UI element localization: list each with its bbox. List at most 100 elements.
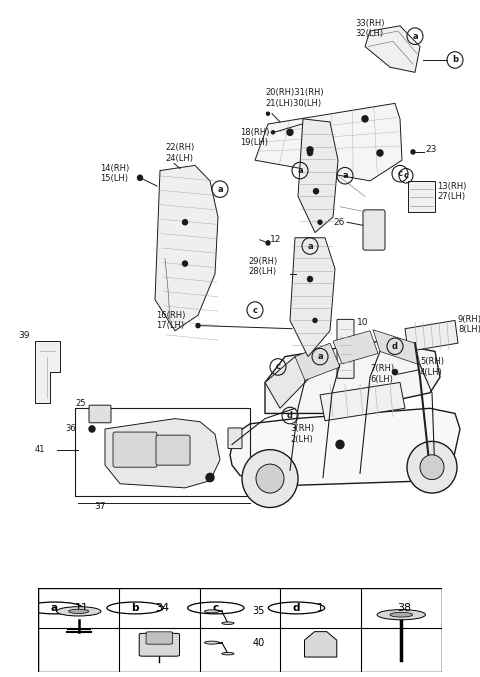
Polygon shape <box>365 26 420 72</box>
Polygon shape <box>255 104 402 181</box>
Polygon shape <box>265 357 310 408</box>
Text: a: a <box>342 171 348 180</box>
Circle shape <box>206 473 214 481</box>
Polygon shape <box>298 119 338 233</box>
Circle shape <box>307 147 313 153</box>
Text: 39: 39 <box>18 332 29 341</box>
Text: 26: 26 <box>334 218 345 227</box>
Circle shape <box>308 150 312 156</box>
Text: c: c <box>404 171 408 180</box>
FancyBboxPatch shape <box>337 320 354 378</box>
Text: a: a <box>217 185 223 194</box>
Circle shape <box>69 609 89 613</box>
FancyBboxPatch shape <box>113 432 157 467</box>
Text: 29(RH)
28(LH): 29(RH) 28(LH) <box>248 257 277 276</box>
Text: a: a <box>297 166 303 175</box>
Circle shape <box>57 607 101 616</box>
Text: 36: 36 <box>65 424 76 433</box>
Text: 20(RH)31(RH)
21(LH)30(LH): 20(RH)31(RH) 21(LH)30(LH) <box>265 89 324 108</box>
Text: 37: 37 <box>94 502 106 511</box>
Circle shape <box>204 641 219 645</box>
Polygon shape <box>304 632 337 657</box>
Circle shape <box>204 610 219 613</box>
Circle shape <box>313 318 317 322</box>
Text: 34: 34 <box>156 603 169 613</box>
Polygon shape <box>105 418 220 488</box>
Circle shape <box>420 455 444 479</box>
Text: a: a <box>51 603 58 613</box>
Text: d: d <box>287 411 293 420</box>
Polygon shape <box>373 330 420 365</box>
Circle shape <box>242 450 298 508</box>
Text: d: d <box>392 342 398 351</box>
Circle shape <box>137 175 143 180</box>
Circle shape <box>390 612 413 617</box>
Text: 1: 1 <box>317 603 324 613</box>
Text: 38: 38 <box>397 603 411 613</box>
FancyBboxPatch shape <box>363 210 385 250</box>
Circle shape <box>287 129 293 135</box>
FancyBboxPatch shape <box>146 632 173 645</box>
Polygon shape <box>155 165 218 331</box>
Text: 5(RH)
4(LH): 5(RH) 4(LH) <box>420 357 444 376</box>
Circle shape <box>256 464 284 493</box>
Text: 11: 11 <box>75 603 89 613</box>
Polygon shape <box>290 238 335 357</box>
Text: c: c <box>213 603 219 613</box>
Polygon shape <box>333 331 378 364</box>
Circle shape <box>393 370 397 374</box>
Circle shape <box>377 609 425 620</box>
Text: c: c <box>276 362 280 372</box>
Text: a: a <box>307 242 313 250</box>
Text: 7(RH)
6(LH): 7(RH) 6(LH) <box>370 364 394 384</box>
Circle shape <box>377 150 383 156</box>
Polygon shape <box>230 408 460 486</box>
Circle shape <box>272 131 275 134</box>
Text: d: d <box>293 603 300 613</box>
Circle shape <box>182 261 188 266</box>
Text: c: c <box>397 169 403 178</box>
Polygon shape <box>408 181 435 212</box>
Polygon shape <box>405 320 458 351</box>
Text: c: c <box>252 305 257 315</box>
FancyBboxPatch shape <box>38 588 442 672</box>
Text: 14(RH)
15(LH): 14(RH) 15(LH) <box>100 164 129 183</box>
Circle shape <box>266 112 269 115</box>
Circle shape <box>89 426 95 432</box>
FancyBboxPatch shape <box>89 405 111 422</box>
Text: 33(RH)
32(LH): 33(RH) 32(LH) <box>355 18 384 38</box>
Text: a: a <box>317 352 323 361</box>
Circle shape <box>182 219 188 225</box>
Circle shape <box>222 653 234 655</box>
Text: 23: 23 <box>425 146 436 154</box>
Text: 3(RH)
2(LH): 3(RH) 2(LH) <box>290 424 314 444</box>
Circle shape <box>362 116 368 122</box>
Text: b: b <box>452 56 458 64</box>
Text: 18(RH)
19(LH): 18(RH) 19(LH) <box>240 128 269 147</box>
Circle shape <box>336 440 344 449</box>
Circle shape <box>407 441 457 493</box>
Text: 41: 41 <box>35 445 46 454</box>
Text: 40: 40 <box>252 638 264 648</box>
FancyBboxPatch shape <box>156 435 190 465</box>
Circle shape <box>222 622 234 624</box>
Text: 25: 25 <box>75 399 85 408</box>
Text: 22(RH)
24(LH): 22(RH) 24(LH) <box>165 144 194 162</box>
FancyBboxPatch shape <box>139 634 180 656</box>
Text: b: b <box>132 603 139 613</box>
Text: 9(RH)
8(LH): 9(RH) 8(LH) <box>458 315 480 334</box>
Text: 35: 35 <box>252 607 264 616</box>
Text: a: a <box>412 32 418 41</box>
Polygon shape <box>295 343 340 380</box>
Polygon shape <box>320 383 405 420</box>
Circle shape <box>318 220 322 224</box>
Text: 12: 12 <box>270 236 281 244</box>
Circle shape <box>411 150 415 154</box>
FancyBboxPatch shape <box>228 428 242 449</box>
Polygon shape <box>265 341 440 414</box>
Text: 10: 10 <box>357 318 369 327</box>
Circle shape <box>313 189 319 194</box>
Circle shape <box>308 276 312 282</box>
Circle shape <box>196 324 200 328</box>
Text: 16(RH)
17(LH): 16(RH) 17(LH) <box>156 311 185 330</box>
